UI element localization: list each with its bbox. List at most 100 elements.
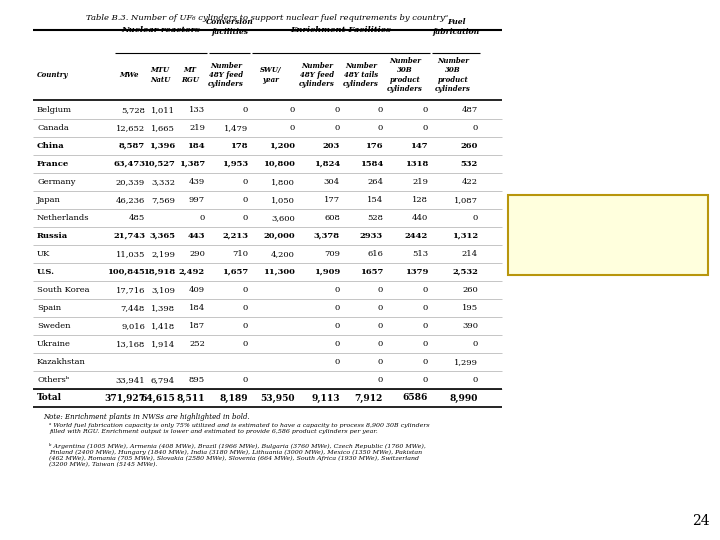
Text: Kazakhstan: Kazakhstan <box>37 358 86 366</box>
Text: 1379: 1379 <box>405 268 428 276</box>
Text: 0: 0 <box>243 106 248 114</box>
Text: MTU
NatU: MTU NatU <box>150 66 170 84</box>
Text: 8,189: 8,189 <box>220 394 248 402</box>
Text: 290: 290 <box>189 250 205 258</box>
Text: Table B.3. Number of UF₆ cylinders to support nuclear fuel requirements by count: Table B.3. Number of UF₆ cylinders to su… <box>86 14 449 22</box>
Text: 0: 0 <box>199 214 205 222</box>
Text: MWe: MWe <box>120 71 139 79</box>
Text: 260: 260 <box>461 142 478 150</box>
Text: France: France <box>37 160 69 168</box>
Text: 128: 128 <box>412 196 428 204</box>
Text: 0: 0 <box>423 124 428 132</box>
Text: 4,200: 4,200 <box>271 250 295 258</box>
Text: 9,113: 9,113 <box>311 394 340 402</box>
Text: 0: 0 <box>243 214 248 222</box>
Text: Fuel
fabrication: Fuel fabrication <box>433 18 480 36</box>
Text: 178: 178 <box>230 142 248 150</box>
Text: 1,909: 1,909 <box>314 268 340 276</box>
Text: 1,914: 1,914 <box>150 340 175 348</box>
Text: 176: 176 <box>365 142 383 150</box>
Text: 1,011: 1,011 <box>151 106 175 114</box>
Text: 1,312: 1,312 <box>452 232 478 240</box>
Text: 2,213: 2,213 <box>222 232 248 240</box>
Text: Number
48Y tails
cylinders: Number 48Y tails cylinders <box>343 62 379 88</box>
Text: Conversion
facilities: Conversion facilities <box>206 18 253 36</box>
Text: 187: 187 <box>189 322 205 330</box>
Text: Nuclear reactors: Nuclear reactors <box>122 26 200 34</box>
FancyBboxPatch shape <box>508 195 708 275</box>
Text: 0: 0 <box>335 340 340 348</box>
Text: 0: 0 <box>423 376 428 384</box>
Text: 1,087: 1,087 <box>454 196 478 204</box>
Text: 0: 0 <box>289 124 295 132</box>
Text: 0: 0 <box>378 322 383 330</box>
Text: 1,396: 1,396 <box>149 142 175 150</box>
Text: by Country and Facility: by Country and Facility <box>527 253 689 266</box>
Text: 0: 0 <box>335 304 340 312</box>
Text: 3,600: 3,600 <box>271 214 295 222</box>
Text: ᵃ World fuel fabrication capacity is only 75% utilized and is estimated to have : ᵃ World fuel fabrication capacity is onl… <box>49 423 430 434</box>
Text: 440: 440 <box>412 214 428 222</box>
Text: 1,398: 1,398 <box>151 304 175 312</box>
Text: 0: 0 <box>423 340 428 348</box>
Text: 1,824: 1,824 <box>314 160 340 168</box>
Text: 0: 0 <box>289 106 295 114</box>
Text: 100,845: 100,845 <box>107 268 145 276</box>
Text: 9,016: 9,016 <box>121 322 145 330</box>
Text: 177: 177 <box>324 196 340 204</box>
Text: 0: 0 <box>243 178 248 186</box>
Text: 184: 184 <box>187 142 205 150</box>
Text: 203: 203 <box>323 142 340 150</box>
Text: 64,615: 64,615 <box>140 394 175 402</box>
Text: Number
48Y feed
cylinders: Number 48Y feed cylinders <box>208 62 244 88</box>
Text: 0: 0 <box>335 106 340 114</box>
Text: 0: 0 <box>335 124 340 132</box>
Text: 0: 0 <box>335 358 340 366</box>
Text: 616: 616 <box>367 250 383 258</box>
Text: 24: 24 <box>693 514 710 528</box>
Text: 8,587: 8,587 <box>119 142 145 150</box>
Text: Sweden: Sweden <box>37 322 71 330</box>
Text: 1,657: 1,657 <box>222 268 248 276</box>
Text: Germany: Germany <box>37 178 76 186</box>
Text: 264: 264 <box>367 178 383 186</box>
Text: 443: 443 <box>187 232 205 240</box>
Text: Othersᵇ: Othersᵇ <box>37 376 69 384</box>
Text: 13,168: 13,168 <box>116 340 145 348</box>
Text: 6586: 6586 <box>402 394 428 402</box>
Text: 0: 0 <box>243 304 248 312</box>
Text: 17,716: 17,716 <box>116 286 145 294</box>
Text: U.S.: U.S. <box>37 268 55 276</box>
Text: 0: 0 <box>243 376 248 384</box>
Text: 46,236: 46,236 <box>116 196 145 204</box>
Text: 487: 487 <box>462 106 478 114</box>
Text: 2933: 2933 <box>360 232 383 240</box>
Text: Country: Country <box>37 71 68 79</box>
Text: 0: 0 <box>243 340 248 348</box>
Text: ᵇ Argentina (1005 MWe), Armenia (408 MWe), Brazil (1966 MWe), Bulgaria (3760 MWe: ᵇ Argentina (1005 MWe), Armenia (408 MWe… <box>49 443 426 467</box>
Text: 7,448: 7,448 <box>121 304 145 312</box>
Text: 214: 214 <box>462 250 478 258</box>
Text: 0: 0 <box>335 286 340 294</box>
Text: 390: 390 <box>462 322 478 330</box>
Text: MT
RGU: MT RGU <box>181 66 199 84</box>
Text: 195: 195 <box>462 304 478 312</box>
Text: 6,794: 6,794 <box>151 376 175 384</box>
Text: 2,492: 2,492 <box>179 268 205 276</box>
Text: SWU/
year: SWU/ year <box>260 66 282 84</box>
Text: Number
30B
product
cylinders: Number 30B product cylinders <box>387 57 423 93</box>
Text: 0: 0 <box>243 286 248 294</box>
Text: 1,665: 1,665 <box>151 124 175 132</box>
Text: 3,332: 3,332 <box>151 178 175 186</box>
Text: 997: 997 <box>189 196 205 204</box>
Text: 63,473: 63,473 <box>113 160 145 168</box>
Text: 20,000: 20,000 <box>264 232 295 240</box>
Text: 53,950: 53,950 <box>261 394 295 402</box>
Text: 0: 0 <box>243 196 248 204</box>
Text: 33,941: 33,941 <box>115 376 145 384</box>
Text: Number
30B
product
cylinders: Number 30B product cylinders <box>435 57 471 93</box>
Text: 0: 0 <box>378 358 383 366</box>
Text: 20,339: 20,339 <box>116 178 145 186</box>
Text: 710: 710 <box>232 250 248 258</box>
Text: 10,800: 10,800 <box>263 160 295 168</box>
